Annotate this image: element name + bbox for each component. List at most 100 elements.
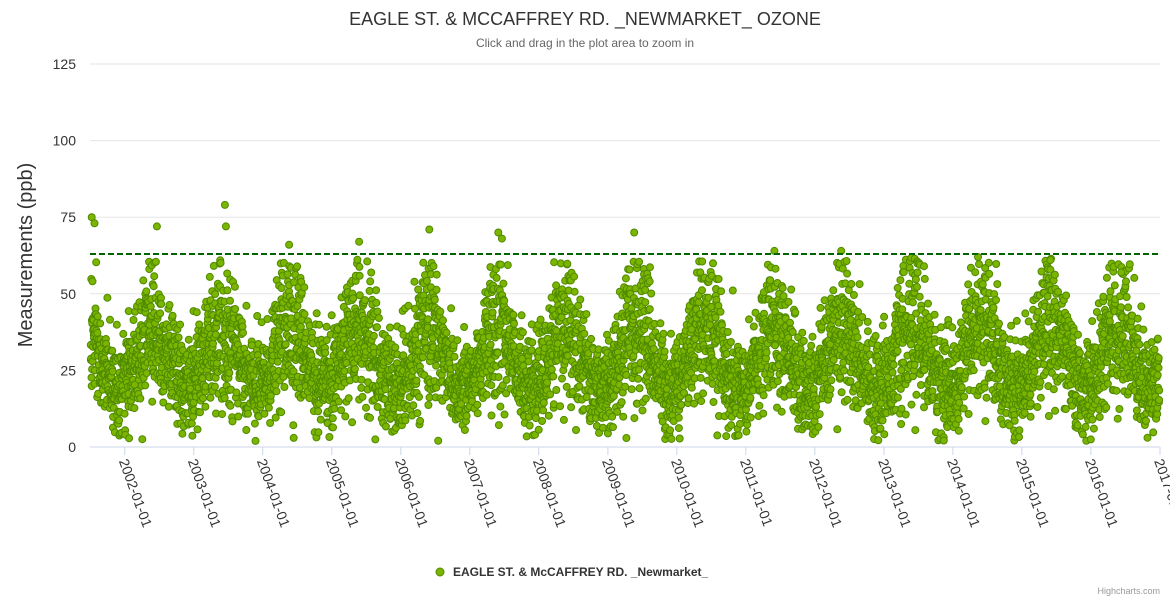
data-point[interactable] [567, 403, 576, 412]
data-point[interactable] [277, 284, 286, 292]
data-point[interactable] [777, 407, 786, 416]
data-point[interactable] [634, 365, 643, 374]
data-point[interactable] [488, 308, 497, 317]
data-point[interactable] [641, 394, 650, 403]
data-point[interactable] [888, 368, 897, 377]
data-point[interactable] [230, 282, 239, 291]
data-point[interactable] [499, 279, 508, 288]
data-point[interactable] [509, 310, 518, 319]
data-point[interactable] [460, 426, 469, 434]
data-point[interactable] [980, 383, 989, 392]
data-point[interactable] [422, 277, 431, 285]
data-point[interactable] [722, 349, 731, 358]
data-point[interactable] [960, 392, 969, 401]
data-point[interactable] [205, 272, 214, 281]
data-point[interactable] [635, 257, 644, 266]
data-point[interactable] [755, 401, 764, 410]
data-point[interactable] [325, 433, 334, 441]
data-point[interactable] [424, 401, 433, 409]
data-point[interactable] [365, 286, 374, 295]
data-point[interactable] [211, 330, 220, 339]
data-point[interactable] [404, 301, 413, 310]
data-point[interactable] [874, 436, 883, 445]
data-point[interactable] [762, 348, 771, 357]
data-point[interactable] [684, 394, 693, 403]
data-point[interactable] [709, 259, 717, 268]
data-point[interactable] [518, 328, 527, 337]
data-point[interactable] [898, 305, 907, 314]
data-point[interactable] [771, 264, 780, 273]
data-point[interactable] [635, 384, 644, 393]
data-point[interactable] [322, 322, 331, 331]
data-point[interactable] [878, 321, 887, 330]
data-point[interactable] [112, 320, 121, 329]
data-point[interactable] [659, 329, 668, 338]
data-point[interactable] [156, 309, 165, 318]
data-point[interactable] [494, 421, 503, 430]
data-point[interactable] [312, 309, 321, 318]
data-point[interactable] [149, 282, 158, 291]
data-point[interactable] [141, 381, 150, 390]
data-point[interactable] [746, 413, 755, 422]
data-point[interactable] [964, 410, 973, 418]
data-point[interactable] [698, 257, 707, 266]
data-point[interactable] [699, 389, 708, 398]
data-point[interactable] [880, 312, 889, 321]
data-point[interactable] [993, 280, 1002, 289]
data-point[interactable] [969, 366, 978, 375]
data-point[interactable] [582, 310, 591, 319]
data-point[interactable] [263, 315, 272, 323]
data-point[interactable] [539, 398, 548, 407]
data-point[interactable] [842, 257, 851, 265]
data-point[interactable] [634, 374, 643, 383]
data-point[interactable] [759, 391, 768, 400]
data-point[interactable] [486, 340, 495, 349]
data-point[interactable] [165, 301, 174, 309]
data-point[interactable] [524, 357, 533, 366]
data-point[interactable] [690, 399, 699, 408]
data-point[interactable] [372, 286, 381, 295]
data-point[interactable] [771, 341, 780, 350]
data-point[interactable] [582, 393, 591, 401]
data-point[interactable] [837, 388, 846, 397]
data-point[interactable] [322, 336, 331, 345]
data-point[interactable] [321, 348, 330, 357]
data-point[interactable] [355, 262, 364, 271]
data-point[interactable] [168, 311, 177, 320]
data-point[interactable] [340, 367, 349, 376]
data-point[interactable] [827, 376, 836, 385]
data-point[interactable] [432, 270, 441, 279]
data-point[interactable] [853, 333, 862, 342]
data-point[interactable] [920, 274, 929, 283]
data-point[interactable] [93, 312, 102, 321]
data-point[interactable] [367, 268, 376, 277]
data-point[interactable] [266, 391, 275, 400]
data-point[interactable] [414, 285, 423, 294]
data-point[interactable] [788, 328, 797, 336]
data-point[interactable] [619, 412, 628, 421]
data-point[interactable] [146, 302, 155, 311]
data-point[interactable] [621, 274, 630, 283]
data-point[interactable] [150, 272, 159, 281]
data-point[interactable] [826, 385, 835, 394]
data-point[interactable] [184, 335, 193, 344]
data-point[interactable] [742, 427, 751, 436]
data-point[interactable] [536, 315, 545, 324]
data-point[interactable] [218, 410, 227, 419]
data-point[interactable] [502, 375, 511, 384]
data-point[interactable] [723, 328, 732, 336]
data-point[interactable] [645, 277, 654, 286]
data-point[interactable] [151, 257, 160, 266]
data-point[interactable] [432, 361, 441, 370]
data-point[interactable] [492, 273, 501, 282]
data-point[interactable] [108, 367, 117, 376]
data-point[interactable] [989, 303, 998, 312]
data-point[interactable] [300, 310, 309, 319]
data-point[interactable] [714, 275, 723, 283]
data-point[interactable] [225, 368, 234, 377]
data-point[interactable] [749, 322, 758, 331]
data-point[interactable] [897, 420, 906, 428]
data-point[interactable] [439, 316, 447, 325]
data-point[interactable] [696, 373, 705, 382]
data-point[interactable] [391, 343, 400, 352]
